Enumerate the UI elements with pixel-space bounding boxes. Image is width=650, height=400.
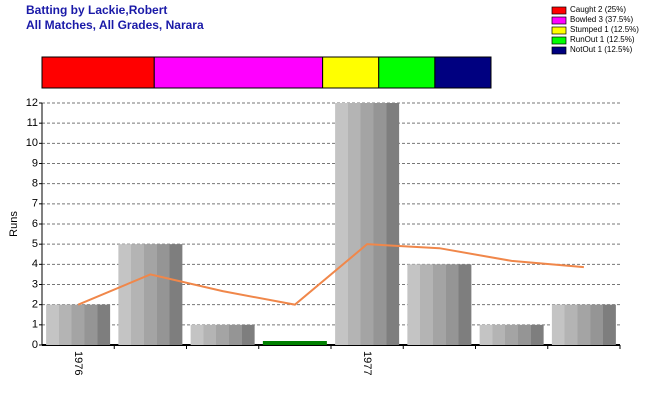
chart-subtitle: All Matches, All Grades, Narara: [26, 18, 204, 32]
x-tick-label: 1977: [361, 351, 373, 375]
breakdown-segment: [41, 56, 155, 89]
breakdown-segment: [434, 56, 492, 89]
y-tick-label: 4: [32, 258, 38, 270]
breakdown-segment: [322, 56, 380, 89]
bar: [118, 244, 183, 345]
legend-label: NotOut 1 (12.5%): [570, 45, 633, 54]
y-tick-label: 1: [32, 319, 38, 331]
bar: [479, 324, 544, 345]
y-tick-label: 0: [32, 339, 38, 351]
legend-swatch: [551, 16, 567, 25]
bar: [407, 264, 472, 345]
bar: [335, 103, 400, 345]
bar: [46, 304, 111, 345]
legend-swatch: [551, 6, 567, 15]
breakdown-segment: [378, 56, 436, 89]
x-tick-label: 1976: [72, 351, 84, 375]
y-tick-label: 3: [32, 278, 38, 290]
y-tick-label: 9: [32, 157, 38, 169]
y-tick-label: 7: [32, 198, 38, 210]
legend-swatch: [551, 26, 567, 35]
y-tick-label: 8: [32, 178, 38, 190]
legend-swatch: [551, 36, 567, 45]
breakdown-segment: [153, 56, 324, 89]
y-tick-label: 11: [27, 117, 38, 129]
legend-swatch: [551, 46, 567, 55]
legend-label: Caught 2 (25%): [570, 5, 626, 14]
y-tick-label: 10: [26, 137, 38, 149]
bar: [551, 304, 616, 345]
chart-title: Batting by Lackie,Robert: [26, 3, 167, 17]
y-axis-label: Runs: [8, 211, 20, 237]
legend-label: Stumped 1 (12.5%): [570, 25, 639, 34]
y-tick-label: 5: [32, 238, 38, 250]
y-tick-label: 12: [26, 97, 38, 109]
legend-label: RunOut 1 (12.5%): [570, 35, 635, 44]
legend-label: Bowled 3 (37.5%): [570, 15, 633, 24]
average-line: [77, 243, 584, 306]
y-tick-label: 6: [32, 218, 38, 230]
y-tick-label: 2: [32, 299, 38, 311]
bar: [190, 324, 255, 345]
bar: [262, 341, 327, 345]
